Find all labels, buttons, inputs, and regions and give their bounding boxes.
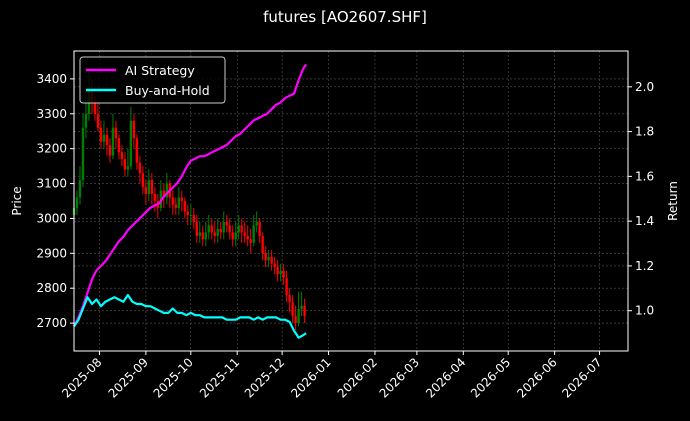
y-axis-label-left: Price xyxy=(10,186,24,215)
y-tick-label-left: 3300 xyxy=(36,107,67,121)
right-axis-ticks: 1.0 1.2 1.4 1.6 1.8 2.0 xyxy=(628,80,654,318)
chart-title: futures [AO2607.SHF] xyxy=(263,8,427,26)
y-tick-label-right: 2.0 xyxy=(635,80,654,94)
ai-strategy-line xyxy=(73,63,308,327)
y-axis-label-right: Return xyxy=(666,181,680,221)
grid-lines xyxy=(74,51,628,351)
buy-and-hold-line xyxy=(73,293,307,339)
y-tick-label-left: 3200 xyxy=(36,142,67,156)
x-tick-label: 2026-06 xyxy=(514,355,559,400)
x-tick-label: 2026-03 xyxy=(377,355,422,400)
y-tick-label-left: 2900 xyxy=(36,246,67,260)
legend-box xyxy=(79,56,226,104)
x-tick-label: 2026-01 xyxy=(288,355,333,400)
legend-label-ai-strategy: AI Strategy xyxy=(125,63,195,78)
y-tick-label-right: 1.2 xyxy=(635,259,654,273)
x-tick-label: 2025-11 xyxy=(197,355,242,400)
x-tick-label: 2026-02 xyxy=(335,355,380,400)
x-tick-label: 2026-05 xyxy=(468,355,513,400)
y-tick-label-left: 3400 xyxy=(36,72,67,86)
x-tick-label: 2025-12 xyxy=(242,355,287,400)
x-tick-label: 2025-09 xyxy=(106,355,151,400)
legend: AI Strategy Buy-and-Hold xyxy=(79,56,226,104)
candlestick-series xyxy=(72,71,306,331)
y-tick-label-left: 2700 xyxy=(36,316,67,330)
y-tick-label-right: 1.0 xyxy=(635,304,654,318)
return-lines xyxy=(73,63,308,339)
y-tick-label-left: 2800 xyxy=(36,281,67,295)
left-axis-ticks: 2700 2800 2900 3000 3100 3200 3300 3400 xyxy=(36,72,74,330)
legend-label-buy-and-hold: Buy-and-Hold xyxy=(125,83,210,98)
y-tick-label-right: 1.6 xyxy=(635,169,654,183)
x-axis-ticks: 2025-08 2025-09 2025-10 2025-11 2025-12 2026-… xyxy=(59,351,605,401)
x-tick-label: 2025-08 xyxy=(59,355,104,400)
plot-frame xyxy=(73,50,629,352)
y-tick-label-right: 1.4 xyxy=(635,214,654,228)
x-tick-label: 2026-04 xyxy=(423,355,468,400)
x-tick-label: 2025-10 xyxy=(151,355,196,400)
x-tick-label: 2026-07 xyxy=(559,355,604,400)
y-tick-label-right: 1.8 xyxy=(635,125,654,139)
y-tick-label-left: 3000 xyxy=(36,211,67,225)
y-tick-label-left: 3100 xyxy=(36,177,67,191)
